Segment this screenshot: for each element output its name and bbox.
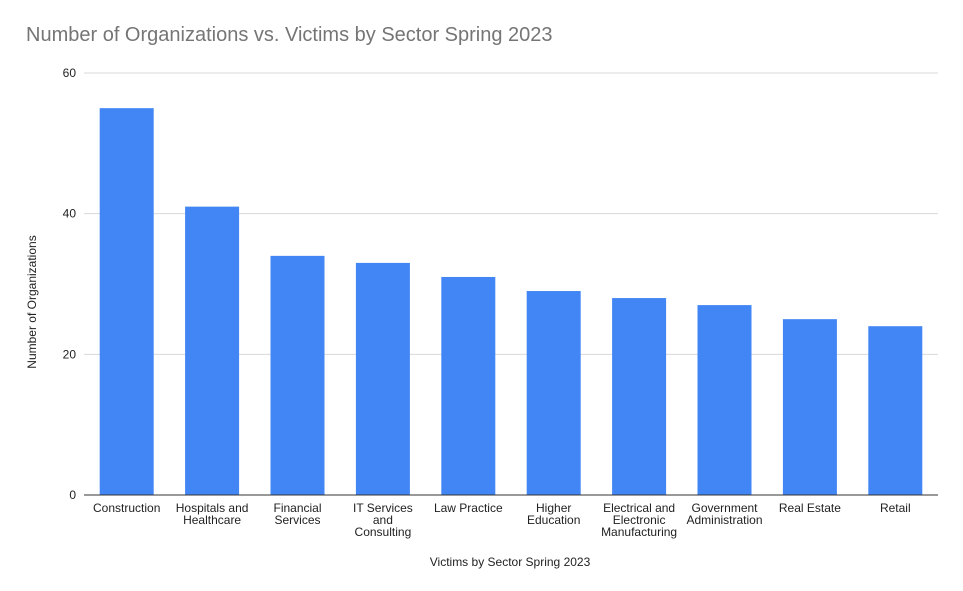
y-tick-label: 40: [63, 207, 77, 221]
bar-7: [697, 305, 752, 495]
bar-3: [355, 262, 410, 495]
x-tick-label: Retail: [880, 501, 911, 515]
y-axis-title: Number of Organizations: [25, 235, 39, 368]
x-tick-label: Law Practice: [434, 501, 503, 515]
x-tick-label: Government Administration: [686, 501, 762, 527]
y-tick-label: 20: [63, 347, 77, 361]
bar-5: [526, 291, 581, 495]
x-tick-label: Real Estate: [779, 501, 841, 515]
x-tick-label: Construction: [93, 501, 160, 515]
chart-title: Number of Organizations vs. Victims by S…: [26, 24, 553, 46]
bar-8: [782, 319, 837, 495]
x-axis-title: Victims by Sector Spring 2023: [430, 555, 591, 569]
bars: [99, 108, 923, 496]
tick-labels: 0 20 40 60 Construction Hospitals and Healthca…: [63, 66, 911, 539]
bar-1: [185, 206, 240, 495]
y-tick-label: 0: [69, 488, 76, 502]
y-tick-label: 60: [63, 66, 77, 80]
bar-2: [270, 255, 325, 495]
x-tick-label: Financial Services: [273, 501, 321, 527]
x-tick-label: Higher Education: [527, 501, 580, 527]
x-tick-label: Electrical and Electronic Manufacturing: [601, 501, 677, 539]
bar-0: [99, 108, 154, 496]
bar-6: [612, 298, 667, 495]
x-tick-label: IT Services and Consulting: [353, 501, 413, 539]
bar-4: [441, 276, 496, 495]
bar-9: [868, 326, 923, 495]
x-tick-label: Hospitals and Healthcare: [176, 501, 249, 527]
